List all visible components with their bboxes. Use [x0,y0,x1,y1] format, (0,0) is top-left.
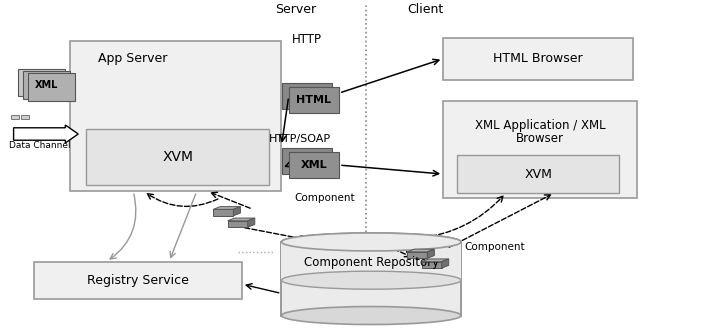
Bar [23,71,70,99]
Text: Server: Server [275,3,317,16]
Bar [443,38,634,80]
Bar [213,209,234,216]
Polygon shape [234,207,240,216]
Text: Browser: Browser [516,132,564,146]
Text: HTML: HTML [296,95,332,105]
Bar [18,69,65,96]
Polygon shape [248,218,255,227]
Bar [457,155,619,193]
Bar [228,221,248,227]
Text: HTTP/SOAP: HTTP/SOAP [268,134,330,144]
FancyArrow shape [14,125,79,143]
Bar [281,242,461,280]
Bar [86,129,269,185]
Bar [422,262,442,268]
Polygon shape [422,259,448,262]
Text: XVM: XVM [524,168,552,181]
Text: Component Repository: Component Repository [304,256,439,269]
Polygon shape [213,207,240,209]
Bar [288,86,339,113]
Polygon shape [228,218,255,221]
Text: App Server: App Server [98,52,168,65]
Text: Client: Client [407,3,443,16]
Text: XVM: XVM [162,150,193,164]
Polygon shape [442,259,448,268]
Bar [11,115,19,119]
Text: Component: Component [464,242,526,252]
Text: Registry Service: Registry Service [87,274,189,287]
Text: Data Channel: Data Channel [9,141,70,150]
Bar [282,82,332,109]
Text: HTTP: HTTP [291,33,322,46]
Bar [282,148,332,174]
Bar [281,242,461,315]
Ellipse shape [281,233,461,251]
Bar [288,152,339,178]
Bar [28,73,75,101]
Bar [21,115,30,119]
Text: XML Application / XML: XML Application / XML [474,119,606,132]
Text: XML: XML [35,80,58,90]
Bar [407,252,428,258]
Bar [443,101,637,198]
Polygon shape [407,249,434,252]
Ellipse shape [281,271,461,289]
Text: Component: Component [294,193,355,203]
Bar [70,41,281,191]
Text: XML: XML [301,160,327,170]
Polygon shape [428,249,434,258]
Ellipse shape [281,307,461,324]
Ellipse shape [281,233,461,251]
Bar [34,262,242,299]
Text: HTML Browser: HTML Browser [493,52,583,65]
